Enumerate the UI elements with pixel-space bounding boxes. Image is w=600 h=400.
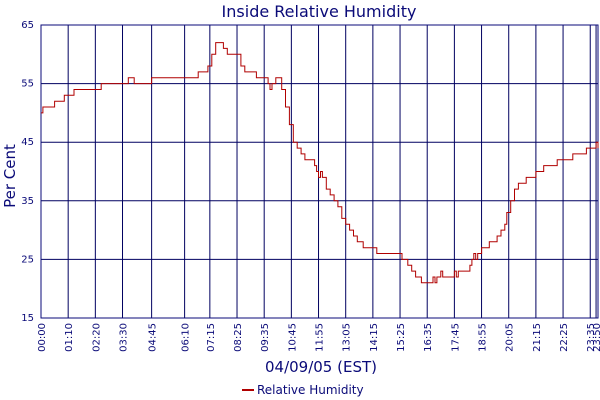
x-tick-label: 13:05 [342, 323, 353, 352]
y-tick-label: 25 [21, 254, 34, 265]
x-tick-label: 10:45 [287, 323, 298, 352]
x-tick-label: 21:15 [532, 323, 543, 352]
x-tick-label: 09:35 [260, 323, 271, 352]
x-tick-label: 07:15 [206, 323, 217, 352]
y-tick-label: 65 [21, 20, 34, 31]
legend-label: Relative Humidity [257, 383, 364, 397]
x-tick-label: 17:45 [450, 323, 461, 352]
plot-frame [40, 24, 599, 319]
y-tick-label: 45 [21, 137, 34, 148]
legend: Relative Humidity [242, 383, 364, 397]
x-tick-label: 20:05 [505, 323, 516, 352]
x-tick-label: 06:10 [181, 323, 192, 352]
x-tick-label: 04:45 [148, 323, 159, 352]
chart-title: Inside Relative Humidity [222, 2, 417, 21]
x-tick-label: 23:50 [592, 323, 600, 352]
x-tick-label: 11:55 [315, 323, 326, 352]
series-line [41, 42, 599, 284]
x-tick-label: 14:15 [369, 323, 380, 352]
x-tick-label: 16:35 [423, 323, 434, 352]
y-tick-label: 15 [21, 313, 34, 324]
x-axis-label: 04/09/05 (EST) [265, 358, 377, 376]
x-tick-label: 23:35 [586, 323, 597, 352]
x-tick-label: 22:25 [559, 323, 570, 352]
y-tick-label: 55 [21, 79, 34, 90]
x-tick-label: 15:25 [396, 323, 407, 352]
x-tick-label: 08:25 [233, 323, 244, 352]
plot-area: 15 25 35 45 55 65 00:00 01:10 02:20 03:30 04:45 06:… [21, 20, 600, 352]
y-axis-label: Per Cent [1, 144, 19, 208]
x-tick-label: 02:20 [91, 323, 102, 352]
x-tick-label: 01:10 [64, 323, 75, 352]
x-tick-label: 18:55 [478, 323, 489, 352]
y-tick-label: 35 [21, 196, 34, 207]
x-tick-label: 03:30 [119, 323, 130, 352]
x-tick-label: 00:00 [37, 323, 48, 352]
